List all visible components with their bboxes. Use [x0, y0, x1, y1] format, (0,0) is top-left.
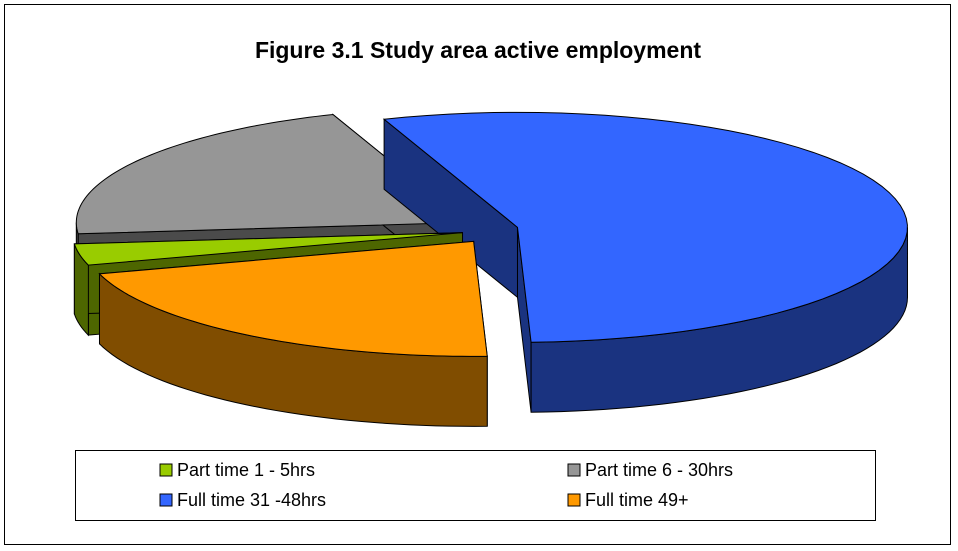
legend-box [75, 450, 876, 521]
slice [75, 113, 468, 235]
pie [73, 111, 908, 427]
legend-label: Part time 1 - 5hrs [177, 460, 315, 480]
chart-title: Figure 3.1 Study area active employment [255, 37, 701, 63]
legend-swatch [567, 463, 581, 477]
legend-label: Part time 6 - 30hrs [585, 460, 733, 480]
slice [382, 111, 908, 343]
legend: Part time 1 - 5hrs Part time 6 - 30hrs Ful… [75, 450, 876, 521]
legend-label: Full time 31 -48hrs [177, 490, 326, 510]
slice [98, 240, 488, 357]
legend-swatch [159, 493, 173, 507]
legend-swatch [159, 463, 173, 477]
legend-swatch [567, 493, 581, 507]
legend-label: Full time 49+ [585, 490, 689, 510]
slice [73, 232, 463, 266]
